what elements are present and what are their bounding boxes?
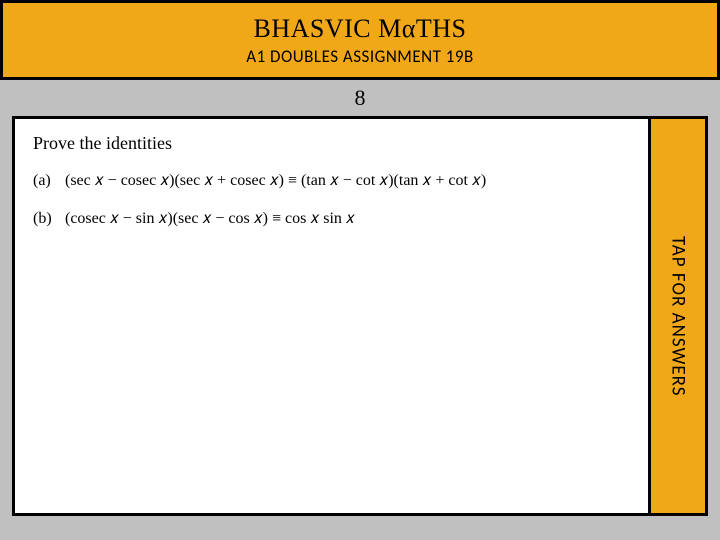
answers-tab-label: TAP FOR ANSWERS (667, 236, 690, 396)
problem-expression: (cosec 𝑥 − sin 𝑥)(sec 𝑥 − cos 𝑥) ≡ cos 𝑥… (65, 210, 355, 227)
answers-tab-button[interactable]: TAP FOR ANSWERS (648, 116, 708, 516)
question-heading: Prove the identities (33, 133, 617, 154)
problem-label: (a) (33, 172, 61, 190)
problem-expression: (sec 𝑥 − cosec 𝑥)(sec 𝑥 + cosec 𝑥) ≡ (ta… (65, 172, 486, 189)
assignment-subtitle: A1 DOUBLES ASSIGNMENT 19B (246, 46, 473, 67)
problem-b: (b) (cosec 𝑥 − sin 𝑥)(sec 𝑥 − cos 𝑥) ≡ c… (33, 210, 617, 228)
page-title: BHASVIC MαTHS (254, 14, 467, 44)
header-banner: BHASVIC MαTHS A1 DOUBLES ASSIGNMENT 19B (0, 0, 720, 80)
question-box: Prove the identities (a) (sec 𝑥 − cosec … (12, 116, 708, 516)
content-area: Prove the identities (a) (sec 𝑥 − cosec … (0, 116, 720, 540)
problem-a: (a) (sec 𝑥 − cosec 𝑥)(sec 𝑥 + cosec 𝑥) ≡… (33, 172, 617, 190)
question-number: 8 (355, 85, 366, 111)
question-content: Prove the identities (a) (sec 𝑥 − cosec … (15, 119, 635, 262)
question-number-row: 8 (0, 80, 720, 116)
problem-label: (b) (33, 210, 61, 228)
